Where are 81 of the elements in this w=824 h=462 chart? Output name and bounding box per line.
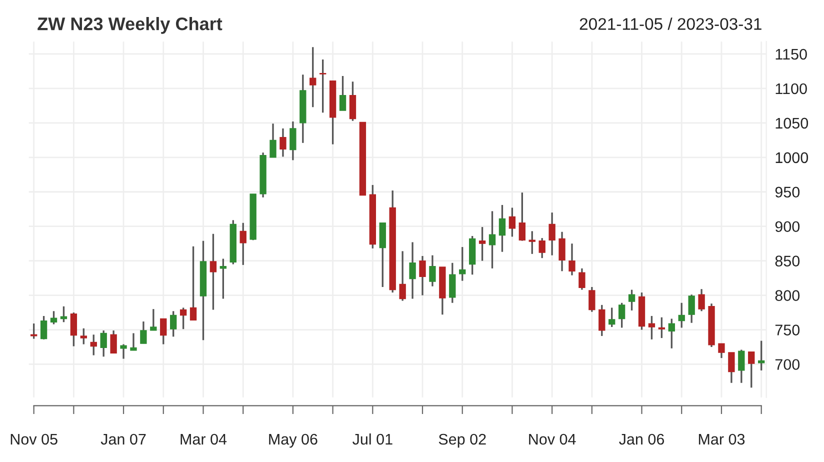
candlestick: [728, 352, 735, 384]
candlestick: [240, 222, 246, 266]
candlestick: [280, 128, 286, 158]
candlestick: [270, 122, 276, 158]
chart-title: ZW N23 Weekly Chart: [38, 16, 222, 34]
candlestick: [50, 310, 58, 326]
candlestick: [170, 310, 177, 338]
candlestick: [498, 204, 506, 253]
y-tick-label: 1150: [776, 48, 807, 60]
y-tick-label: 750: [775, 324, 800, 336]
candlestick: [210, 233, 217, 311]
candlestick: [80, 328, 87, 346]
x-tick-label: Mar 04: [180, 434, 227, 445]
candlestick: [608, 306, 616, 328]
y-tick-label: 1100: [776, 83, 807, 94]
candlestick: [339, 75, 346, 112]
candlestick: [738, 348, 745, 384]
candlestick: [538, 237, 546, 259]
candlestick: [70, 312, 78, 348]
candlestick: [150, 308, 157, 332]
candlestick: [60, 305, 68, 324]
x-tick-label: Mar 03: [698, 434, 745, 445]
x-tick-label: Jan 06: [619, 434, 664, 445]
candlestick: [30, 322, 38, 340]
candlestick: [678, 302, 685, 329]
candlestick: [748, 350, 755, 389]
y-tick-label: 700: [775, 359, 800, 370]
candlestick: [399, 250, 406, 302]
candlestick: [140, 320, 147, 344]
candlestick: [459, 246, 466, 282]
candlestick: [449, 262, 456, 304]
candlestick: [488, 210, 496, 270]
candlestick: [628, 288, 636, 312]
candlestick: [688, 294, 695, 324]
candlestick: [40, 315, 48, 340]
candlestick: [648, 315, 656, 340]
y-tick-label: 850: [775, 256, 800, 266]
candlestick: [120, 343, 127, 360]
candlestick: [160, 318, 167, 346]
candlestick: [618, 302, 626, 329]
x-tick-label: May 06: [269, 434, 318, 448]
candlestick: [588, 286, 596, 313]
candlestick: [508, 206, 516, 238]
candlestick: [319, 58, 326, 114]
candlestick: [290, 120, 296, 161]
candlestick: [310, 46, 316, 108]
candlestick: [409, 241, 416, 300]
candlestick: [548, 212, 556, 256]
candlestick: [668, 318, 675, 350]
chart-subtitle: 2021-11-05 / 2023-03-31: [580, 18, 762, 30]
candlestick: [568, 242, 576, 276]
candlestick: [758, 340, 765, 372]
x-tick-label: Nov 05: [10, 434, 58, 445]
candlestick: [698, 288, 705, 312]
candlestick: [349, 80, 356, 122]
y-tick-label: 1000: [776, 152, 808, 164]
x-tick-label: Sep 02: [438, 434, 486, 448]
candlestick: [558, 231, 566, 272]
x-tick-label: Jul 01: [352, 433, 392, 445]
x-tick-label: Jan 07: [100, 434, 146, 445]
candlestick: [528, 230, 536, 255]
candlestick: [658, 316, 666, 339]
candlestick: [110, 330, 117, 354]
candlestick: [478, 226, 486, 262]
y-tick-label: 900: [775, 221, 800, 232]
candlestick: [90, 334, 97, 356]
y-tick-label: 950: [775, 186, 800, 198]
y-tick-label: 1050: [776, 118, 808, 129]
candlestick: [130, 332, 137, 352]
candlestick: [100, 330, 107, 358]
x-tick-label: Nov 04: [529, 434, 576, 445]
candlestick: [429, 254, 436, 288]
candlestick: [190, 246, 197, 321]
candlestick: [220, 258, 227, 300]
candlestick: [718, 342, 725, 359]
candlestick: [518, 192, 526, 242]
y-tick-label: 800: [775, 290, 800, 301]
candlestick: [598, 304, 606, 337]
candlestick: [578, 268, 586, 291]
candlestick: [180, 306, 187, 330]
candlestick: [419, 255, 426, 296]
